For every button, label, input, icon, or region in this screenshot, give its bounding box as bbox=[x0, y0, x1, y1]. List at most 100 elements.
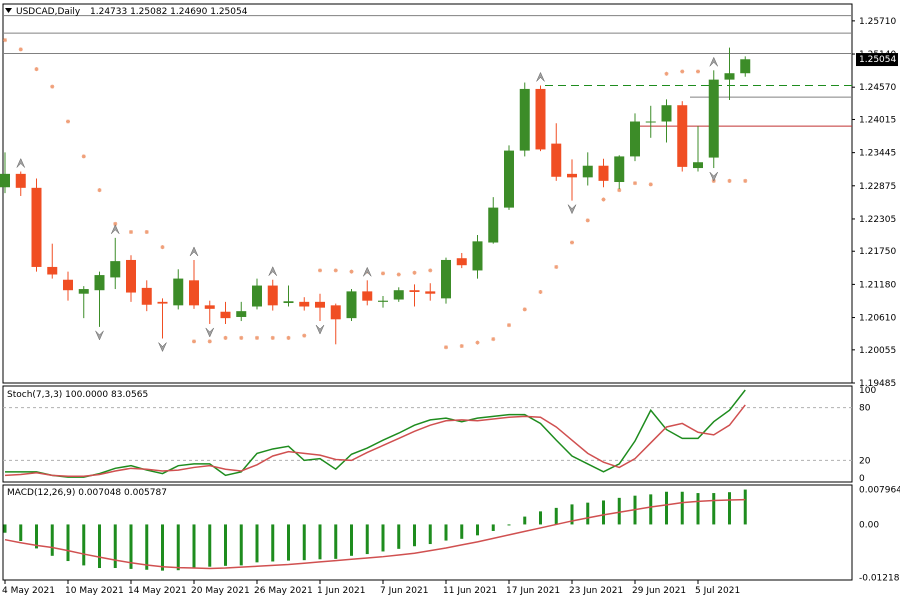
candle-bull bbox=[740, 59, 751, 74]
sar-dot bbox=[507, 323, 511, 328]
sar-dot bbox=[459, 344, 464, 349]
macd-bar bbox=[712, 493, 716, 525]
macd-bar bbox=[98, 524, 101, 569]
candle-bear bbox=[535, 88, 546, 150]
macd-bar bbox=[649, 494, 653, 525]
time-tick-label: 4 May 2021 bbox=[2, 586, 55, 596]
macd-bar bbox=[208, 524, 212, 567]
macd-bar bbox=[665, 491, 668, 525]
sar-dot bbox=[192, 339, 196, 344]
macd-signal-line bbox=[4, 498, 746, 570]
stoch-tick-label: 80 bbox=[859, 404, 871, 414]
candle-bull bbox=[724, 73, 735, 80]
candle-bear bbox=[204, 305, 215, 309]
current-price-label: 1.25054 bbox=[856, 53, 898, 67]
candle-bear bbox=[425, 291, 436, 294]
macd-bar bbox=[50, 524, 54, 556]
candle-bull bbox=[708, 79, 719, 158]
candle-bear bbox=[47, 266, 58, 275]
sar-dot bbox=[601, 197, 606, 202]
sar-dot bbox=[66, 119, 70, 124]
sar-dot bbox=[680, 69, 685, 74]
fractal-down-icon bbox=[205, 327, 214, 338]
candle-bear bbox=[409, 290, 420, 292]
sar-dot bbox=[554, 264, 559, 269]
stoch-signal-line bbox=[4, 404, 746, 477]
macd-bar bbox=[413, 524, 416, 547]
sar-dot bbox=[270, 335, 275, 340]
macd-bar bbox=[570, 504, 574, 525]
sar-dot bbox=[444, 345, 448, 350]
macd-header: MACD(12,26,9) 0.007048 0.005787 bbox=[7, 488, 167, 498]
macd-bar bbox=[539, 511, 542, 525]
candle-bear bbox=[126, 259, 136, 293]
candle-bear bbox=[456, 258, 467, 266]
price-tick-label: 1.20055 bbox=[859, 346, 896, 356]
stoch-panel-frame bbox=[2, 385, 853, 483]
sar-dot bbox=[617, 188, 622, 193]
macd-bar bbox=[302, 524, 306, 561]
macd-panel bbox=[3, 489, 747, 571]
sar-dot bbox=[50, 84, 55, 89]
price-tick-label: 1.21750 bbox=[859, 247, 896, 257]
macd-bar bbox=[19, 524, 23, 541]
candle-bull bbox=[393, 290, 404, 300]
candle-bull bbox=[582, 165, 593, 178]
sar-dot bbox=[664, 71, 669, 76]
sar-dot bbox=[349, 269, 354, 274]
candle-bull bbox=[283, 301, 294, 304]
stoch-tick-label: 0 bbox=[859, 474, 865, 484]
stoch-tick-label: 20 bbox=[859, 456, 871, 466]
macd-bar bbox=[444, 524, 448, 541]
price-tick-label: 1.23445 bbox=[859, 149, 896, 159]
macd-bar bbox=[696, 493, 700, 525]
macd-bar bbox=[381, 524, 385, 552]
macd-bar bbox=[743, 489, 747, 525]
macd-bar bbox=[176, 524, 180, 571]
macd-bar bbox=[350, 524, 353, 556]
sar-dot bbox=[381, 271, 385, 276]
candle-bull bbox=[110, 261, 121, 278]
fractal-down-icon bbox=[95, 330, 104, 341]
candle-bear bbox=[299, 301, 310, 307]
candle-bear bbox=[267, 285, 278, 306]
sar-dot bbox=[207, 339, 212, 344]
candle-bull bbox=[645, 121, 656, 123]
price-axis: 1.257101.251401.245701.240151.234451.228… bbox=[852, 17, 900, 584]
macd-bar bbox=[35, 524, 38, 549]
candle-bull bbox=[630, 121, 640, 157]
macd-bar bbox=[66, 524, 70, 562]
price-tick-label: 1.22875 bbox=[859, 182, 896, 192]
candle-bear bbox=[31, 187, 42, 267]
fractal-up-icon bbox=[189, 246, 199, 257]
candle-bull bbox=[346, 291, 357, 319]
candle-bear bbox=[362, 291, 373, 301]
macd-bar bbox=[239, 524, 243, 566]
sar-dot bbox=[585, 218, 590, 223]
time-tick-label: 20 May 2021 bbox=[191, 586, 250, 596]
price-tick-label: 1.19485 bbox=[859, 379, 896, 389]
candle-bull bbox=[94, 275, 105, 291]
candle-bull bbox=[78, 289, 89, 294]
sar-dot bbox=[223, 335, 228, 340]
stoch-title: Stoch(7,3,3) 100.0000 83.0565 bbox=[7, 390, 148, 400]
macd-bar bbox=[617, 497, 621, 525]
candle-bear bbox=[567, 173, 577, 178]
sar-dot bbox=[34, 67, 39, 72]
sar-dot bbox=[538, 289, 543, 294]
candle-bull bbox=[472, 241, 483, 271]
macd-bar bbox=[255, 524, 259, 563]
time-tick-label: 1 Jun 2021 bbox=[317, 586, 365, 596]
time-tick-label: 17 Jun 2021 bbox=[506, 586, 560, 596]
macd-bar bbox=[365, 524, 369, 555]
fractal-up-icon bbox=[363, 266, 372, 277]
candle-bull bbox=[661, 105, 672, 122]
sar-dot bbox=[633, 181, 637, 186]
price-tick-label: 1.22305 bbox=[859, 215, 896, 225]
menu-triangle-icon[interactable] bbox=[5, 8, 12, 13]
candle-bear bbox=[189, 280, 199, 306]
candles[interactable] bbox=[0, 47, 751, 345]
sar-dot bbox=[475, 340, 480, 345]
